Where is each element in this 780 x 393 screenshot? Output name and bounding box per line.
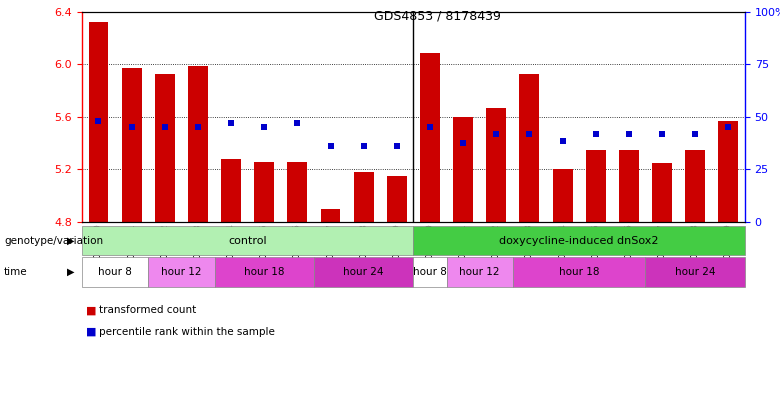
Text: doxycycline-induced dnSox2: doxycycline-induced dnSox2 [499, 236, 659, 246]
Text: ■: ■ [86, 327, 96, 337]
Bar [354, 172, 374, 222]
Text: ■: ■ [86, 305, 96, 316]
Text: hour 8: hour 8 [98, 267, 132, 277]
Bar [413, 257, 446, 287]
Bar [89, 22, 108, 222]
Text: time: time [4, 267, 27, 277]
Bar [519, 73, 539, 222]
Text: percentile rank within the sample: percentile rank within the sample [99, 327, 275, 337]
Bar [314, 257, 413, 287]
Bar [222, 159, 241, 222]
Text: hour 8: hour 8 [413, 267, 447, 277]
Text: ▶: ▶ [66, 267, 74, 277]
Text: transformed count: transformed count [99, 305, 197, 316]
Bar [586, 150, 605, 222]
Bar [453, 117, 473, 222]
Bar [645, 257, 745, 287]
Text: hour 18: hour 18 [559, 267, 599, 277]
Bar [122, 68, 142, 222]
Text: genotype/variation: genotype/variation [4, 236, 103, 246]
Text: control: control [229, 236, 267, 246]
Text: hour 12: hour 12 [161, 267, 201, 277]
Bar [513, 257, 646, 287]
Text: hour 12: hour 12 [459, 267, 500, 277]
Bar [413, 226, 745, 255]
Text: hour 18: hour 18 [244, 267, 285, 277]
Bar [686, 150, 705, 222]
Bar [619, 150, 639, 222]
Bar [154, 73, 175, 222]
Text: hour 24: hour 24 [343, 267, 384, 277]
Text: ▶: ▶ [66, 236, 74, 246]
Bar [487, 108, 506, 222]
Bar [215, 257, 314, 287]
Bar [652, 163, 672, 222]
Bar [82, 257, 148, 287]
Bar [321, 209, 340, 222]
Text: GDS4853 / 8178439: GDS4853 / 8178439 [374, 10, 502, 23]
Bar [254, 162, 274, 222]
Bar [552, 169, 573, 222]
Bar [446, 257, 513, 287]
Bar [420, 53, 440, 222]
Text: hour 24: hour 24 [675, 267, 715, 277]
Bar [387, 176, 407, 222]
Bar [148, 257, 214, 287]
Bar [188, 66, 207, 222]
Bar [718, 121, 739, 222]
Bar [287, 162, 307, 222]
Bar [82, 226, 413, 255]
